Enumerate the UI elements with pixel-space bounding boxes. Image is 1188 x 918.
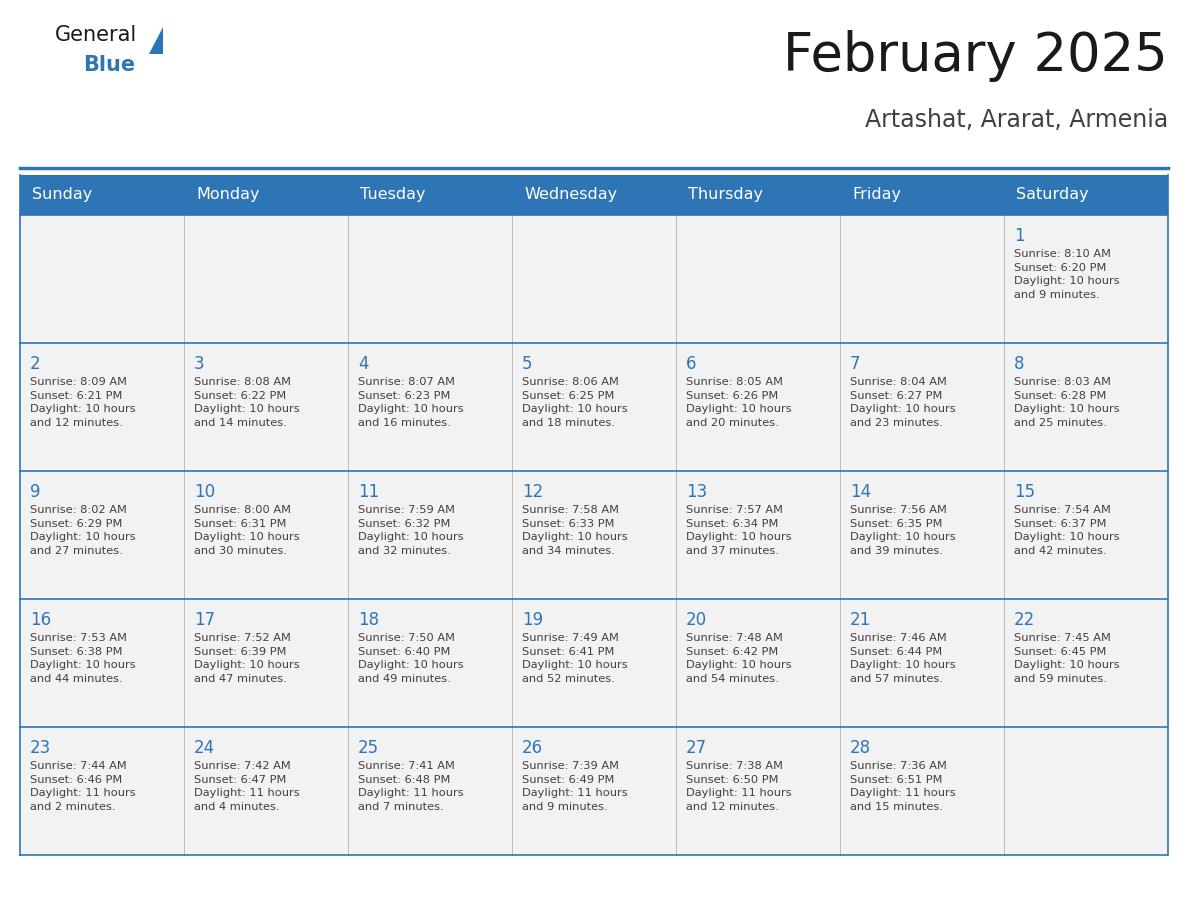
Text: 16: 16: [30, 611, 51, 629]
Text: 20: 20: [685, 611, 707, 629]
Text: February 2025: February 2025: [783, 30, 1168, 82]
Text: General: General: [55, 25, 138, 45]
Bar: [20, 175, 1168, 215]
Text: 6: 6: [685, 355, 696, 373]
Text: Sunrise: 7:56 AM
Sunset: 6:35 PM
Daylight: 10 hours
and 39 minutes.: Sunrise: 7:56 AM Sunset: 6:35 PM Dayligh…: [849, 505, 955, 555]
Text: Sunrise: 7:53 AM
Sunset: 6:38 PM
Daylight: 10 hours
and 44 minutes.: Sunrise: 7:53 AM Sunset: 6:38 PM Dayligh…: [30, 633, 135, 684]
Text: 5: 5: [522, 355, 532, 373]
Text: Sunrise: 8:00 AM
Sunset: 6:31 PM
Daylight: 10 hours
and 30 minutes.: Sunrise: 8:00 AM Sunset: 6:31 PM Dayligh…: [194, 505, 299, 555]
Text: Sunrise: 7:45 AM
Sunset: 6:45 PM
Daylight: 10 hours
and 59 minutes.: Sunrise: 7:45 AM Sunset: 6:45 PM Dayligh…: [1015, 633, 1119, 684]
Text: Sunrise: 7:57 AM
Sunset: 6:34 PM
Daylight: 10 hours
and 37 minutes.: Sunrise: 7:57 AM Sunset: 6:34 PM Dayligh…: [685, 505, 791, 555]
Bar: [20, 215, 1168, 343]
Text: 24: 24: [194, 739, 215, 757]
Text: Sunrise: 7:52 AM
Sunset: 6:39 PM
Daylight: 10 hours
and 47 minutes.: Sunrise: 7:52 AM Sunset: 6:39 PM Dayligh…: [194, 633, 299, 684]
Text: 4: 4: [358, 355, 368, 373]
Text: Sunrise: 7:36 AM
Sunset: 6:51 PM
Daylight: 11 hours
and 15 minutes.: Sunrise: 7:36 AM Sunset: 6:51 PM Dayligh…: [849, 761, 955, 812]
Text: Sunrise: 7:49 AM
Sunset: 6:41 PM
Daylight: 10 hours
and 52 minutes.: Sunrise: 7:49 AM Sunset: 6:41 PM Dayligh…: [522, 633, 627, 684]
Text: 10: 10: [194, 483, 215, 501]
Bar: [20, 471, 1168, 599]
Text: 2: 2: [30, 355, 40, 373]
Text: 7: 7: [849, 355, 860, 373]
Text: Sunrise: 7:54 AM
Sunset: 6:37 PM
Daylight: 10 hours
and 42 minutes.: Sunrise: 7:54 AM Sunset: 6:37 PM Dayligh…: [1015, 505, 1119, 555]
Text: 14: 14: [849, 483, 871, 501]
Text: Sunrise: 7:44 AM
Sunset: 6:46 PM
Daylight: 11 hours
and 2 minutes.: Sunrise: 7:44 AM Sunset: 6:46 PM Dayligh…: [30, 761, 135, 812]
Text: Sunrise: 8:02 AM
Sunset: 6:29 PM
Daylight: 10 hours
and 27 minutes.: Sunrise: 8:02 AM Sunset: 6:29 PM Dayligh…: [30, 505, 135, 555]
Text: 13: 13: [685, 483, 707, 501]
Text: Sunrise: 7:46 AM
Sunset: 6:44 PM
Daylight: 10 hours
and 57 minutes.: Sunrise: 7:46 AM Sunset: 6:44 PM Dayligh…: [849, 633, 955, 684]
Text: Sunrise: 8:03 AM
Sunset: 6:28 PM
Daylight: 10 hours
and 25 minutes.: Sunrise: 8:03 AM Sunset: 6:28 PM Dayligh…: [1015, 377, 1119, 428]
Text: 12: 12: [522, 483, 543, 501]
Text: Saturday: Saturday: [1016, 187, 1088, 203]
Text: Thursday: Thursday: [688, 187, 763, 203]
Text: Sunrise: 7:48 AM
Sunset: 6:42 PM
Daylight: 10 hours
and 54 minutes.: Sunrise: 7:48 AM Sunset: 6:42 PM Dayligh…: [685, 633, 791, 684]
Text: Sunday: Sunday: [32, 187, 93, 203]
Text: Monday: Monday: [196, 187, 259, 203]
Text: Sunrise: 8:10 AM
Sunset: 6:20 PM
Daylight: 10 hours
and 9 minutes.: Sunrise: 8:10 AM Sunset: 6:20 PM Dayligh…: [1015, 249, 1119, 300]
Text: 18: 18: [358, 611, 379, 629]
Text: Sunrise: 7:41 AM
Sunset: 6:48 PM
Daylight: 11 hours
and 7 minutes.: Sunrise: 7:41 AM Sunset: 6:48 PM Dayligh…: [358, 761, 463, 812]
Text: 27: 27: [685, 739, 707, 757]
Text: 25: 25: [358, 739, 379, 757]
Text: Sunrise: 8:06 AM
Sunset: 6:25 PM
Daylight: 10 hours
and 18 minutes.: Sunrise: 8:06 AM Sunset: 6:25 PM Dayligh…: [522, 377, 627, 428]
Text: 21: 21: [849, 611, 871, 629]
Text: Sunrise: 8:05 AM
Sunset: 6:26 PM
Daylight: 10 hours
and 20 minutes.: Sunrise: 8:05 AM Sunset: 6:26 PM Dayligh…: [685, 377, 791, 428]
Text: Tuesday: Tuesday: [360, 187, 425, 203]
Bar: [20, 599, 1168, 727]
Text: 23: 23: [30, 739, 51, 757]
Bar: [20, 343, 1168, 471]
Text: Blue: Blue: [83, 55, 135, 75]
Text: Sunrise: 7:50 AM
Sunset: 6:40 PM
Daylight: 10 hours
and 49 minutes.: Sunrise: 7:50 AM Sunset: 6:40 PM Dayligh…: [358, 633, 463, 684]
Text: Artashat, Ararat, Armenia: Artashat, Ararat, Armenia: [865, 108, 1168, 132]
Text: 9: 9: [30, 483, 40, 501]
Text: 1: 1: [1015, 227, 1024, 245]
Text: 11: 11: [358, 483, 379, 501]
Text: Friday: Friday: [852, 187, 901, 203]
Text: Sunrise: 8:09 AM
Sunset: 6:21 PM
Daylight: 10 hours
and 12 minutes.: Sunrise: 8:09 AM Sunset: 6:21 PM Dayligh…: [30, 377, 135, 428]
Text: 17: 17: [194, 611, 215, 629]
Text: Sunrise: 7:38 AM
Sunset: 6:50 PM
Daylight: 11 hours
and 12 minutes.: Sunrise: 7:38 AM Sunset: 6:50 PM Dayligh…: [685, 761, 791, 812]
Text: Sunrise: 7:39 AM
Sunset: 6:49 PM
Daylight: 11 hours
and 9 minutes.: Sunrise: 7:39 AM Sunset: 6:49 PM Dayligh…: [522, 761, 627, 812]
Bar: [20, 727, 1168, 855]
Text: 28: 28: [849, 739, 871, 757]
Text: 26: 26: [522, 739, 543, 757]
Text: Sunrise: 8:07 AM
Sunset: 6:23 PM
Daylight: 10 hours
and 16 minutes.: Sunrise: 8:07 AM Sunset: 6:23 PM Dayligh…: [358, 377, 463, 428]
Text: Wednesday: Wednesday: [524, 187, 617, 203]
Text: Sunrise: 8:04 AM
Sunset: 6:27 PM
Daylight: 10 hours
and 23 minutes.: Sunrise: 8:04 AM Sunset: 6:27 PM Dayligh…: [849, 377, 955, 428]
Text: Sunrise: 7:42 AM
Sunset: 6:47 PM
Daylight: 11 hours
and 4 minutes.: Sunrise: 7:42 AM Sunset: 6:47 PM Dayligh…: [194, 761, 299, 812]
Text: 22: 22: [1015, 611, 1035, 629]
Text: Sunrise: 7:58 AM
Sunset: 6:33 PM
Daylight: 10 hours
and 34 minutes.: Sunrise: 7:58 AM Sunset: 6:33 PM Dayligh…: [522, 505, 627, 555]
Text: Sunrise: 7:59 AM
Sunset: 6:32 PM
Daylight: 10 hours
and 32 minutes.: Sunrise: 7:59 AM Sunset: 6:32 PM Dayligh…: [358, 505, 463, 555]
Text: Sunrise: 8:08 AM
Sunset: 6:22 PM
Daylight: 10 hours
and 14 minutes.: Sunrise: 8:08 AM Sunset: 6:22 PM Dayligh…: [194, 377, 299, 428]
Text: 3: 3: [194, 355, 204, 373]
Text: 15: 15: [1015, 483, 1035, 501]
Text: 8: 8: [1015, 355, 1024, 373]
Text: 19: 19: [522, 611, 543, 629]
Polygon shape: [148, 27, 163, 53]
